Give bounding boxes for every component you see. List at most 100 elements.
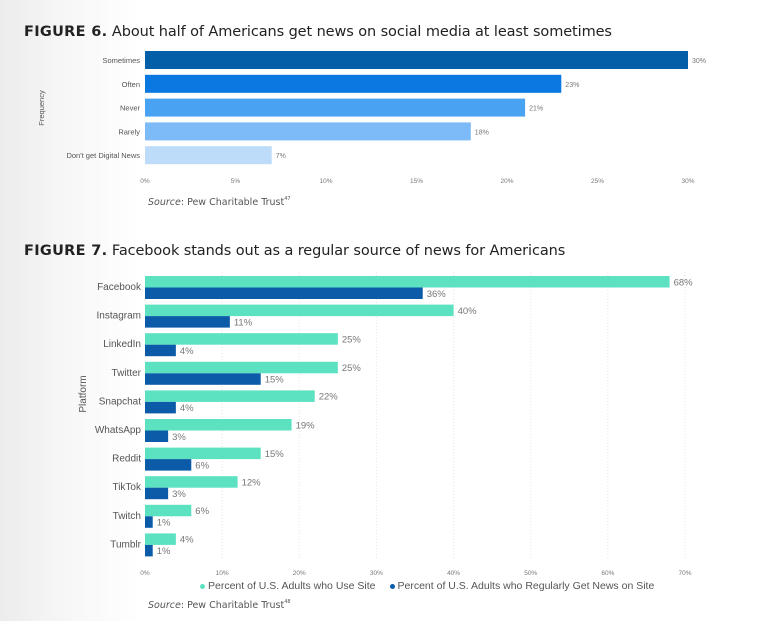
category-label: Tumblr xyxy=(110,539,141,550)
figure-7-title-text: Facebook stands out as a regular source … xyxy=(111,243,566,259)
x-tick-label: 20% xyxy=(293,570,306,577)
category-label: LinkedIn xyxy=(103,339,141,350)
x-tick-label: 0% xyxy=(140,178,150,185)
bar-use-9 xyxy=(145,533,176,545)
value-label: 15% xyxy=(265,375,285,386)
bar-use-6 xyxy=(145,447,261,460)
value-label: 23% xyxy=(565,82,579,89)
legend-label: Percent of U.S. Adults who Regularly Get… xyxy=(397,580,655,592)
value-label: 19% xyxy=(296,420,316,431)
x-tick-label: 10% xyxy=(216,570,229,577)
x-tick-label: 50% xyxy=(524,570,537,577)
value-label: 6% xyxy=(195,460,209,471)
y-axis-title: Frequency xyxy=(37,90,46,126)
category-label: Sometimes xyxy=(102,56,140,65)
figure-6-chart: Sometimes 30% Often 23% Never 21% Rarely 18% Don… xyxy=(37,51,706,185)
bar-3 xyxy=(145,122,471,141)
source-text: : Pew Charitable Trust xyxy=(180,197,285,208)
figure-6-title: FIGURE 6. About half of Americans get ne… xyxy=(24,24,612,40)
figure-6-source: Source: Pew Charitable Trust47 xyxy=(148,196,291,208)
bar-use-2 xyxy=(145,333,338,345)
bar-news-5 xyxy=(145,430,169,442)
bar-news-2 xyxy=(145,344,176,357)
figure-6-number: FIGURE 6. xyxy=(24,24,108,40)
value-label: 3% xyxy=(172,489,186,500)
bar-news-1 xyxy=(145,316,230,328)
bar-news-4 xyxy=(145,401,176,414)
x-tick-label: 30% xyxy=(681,178,694,185)
category-label: WhatsApp xyxy=(95,425,142,436)
x-tick-label: 25% xyxy=(591,178,604,185)
value-label: 4% xyxy=(180,403,194,414)
x-tick-label: 70% xyxy=(678,570,691,577)
value-label: 36% xyxy=(427,289,447,300)
legend-label: Percent of U.S. Adults who Use Site xyxy=(208,580,376,592)
bar-4 xyxy=(145,146,272,165)
value-label: 21% xyxy=(529,106,543,113)
category-label: Snapchat xyxy=(99,396,141,407)
value-label: 6% xyxy=(195,506,209,517)
bar-news-3 xyxy=(145,373,261,385)
bar-use-1 xyxy=(145,304,454,317)
value-label: 11% xyxy=(234,317,253,328)
x-tick-label: 30% xyxy=(370,570,383,577)
bar-1 xyxy=(145,74,562,93)
source-footnote: 48 xyxy=(284,599,291,605)
bar-use-8 xyxy=(145,504,192,517)
x-tick-label: 15% xyxy=(410,178,423,185)
value-label: 22% xyxy=(319,392,339,403)
value-label: 25% xyxy=(342,363,362,374)
x-tick-label: 0% xyxy=(140,570,150,577)
value-label: 25% xyxy=(342,334,362,345)
y-axis-title: Platform xyxy=(78,375,89,412)
bar-news-9 xyxy=(145,544,153,557)
figure-7-source: Source: Pew Charitable Trust48 xyxy=(148,599,291,611)
bar-use-5 xyxy=(145,419,292,431)
x-tick-label: 20% xyxy=(500,178,513,185)
x-tick-label: 10% xyxy=(319,178,332,185)
legend-dot-icon xyxy=(200,583,205,589)
figure-6-title-text: About half of Americans get news on soci… xyxy=(111,24,612,40)
source-label: Source xyxy=(148,197,181,208)
source-text: : Pew Charitable Trust xyxy=(180,600,285,611)
figure-7-legend: Percent of U.S. Adults who Use Site Perc… xyxy=(200,580,654,592)
value-label: 1% xyxy=(157,518,171,529)
bar-use-0 xyxy=(145,276,670,288)
value-label: 68% xyxy=(674,277,694,288)
value-label: 15% xyxy=(265,449,285,460)
figure-7-number: FIGURE 7. xyxy=(24,243,108,259)
bar-use-3 xyxy=(145,361,338,374)
category-label: Facebook xyxy=(97,282,142,293)
value-label: 7% xyxy=(276,153,286,160)
figure-7-title: FIGURE 7. Facebook stands out as a regul… xyxy=(24,243,565,259)
category-label: Twitch xyxy=(113,511,141,522)
category-label: Twitter xyxy=(112,368,142,379)
bar-0 xyxy=(145,51,688,69)
figure-7-chart: 68% 36% Facebook 40% 11% Instagram 25% 4% Linked… xyxy=(78,272,694,577)
legend-item-use-site: Percent of U.S. Adults who Use Site xyxy=(200,580,376,592)
bar-news-6 xyxy=(145,459,192,471)
x-tick-label: 5% xyxy=(231,178,241,185)
value-label: 1% xyxy=(157,546,171,557)
bar-use-4 xyxy=(145,390,315,402)
category-label: Instagram xyxy=(97,311,141,322)
value-label: 18% xyxy=(475,129,489,136)
source-footnote: 47 xyxy=(284,196,291,202)
source-label: Source xyxy=(148,600,181,611)
bar-use-7 xyxy=(145,476,238,488)
value-label: 4% xyxy=(180,535,194,546)
x-tick-label: 40% xyxy=(447,570,460,577)
bar-news-0 xyxy=(145,287,423,299)
value-label: 12% xyxy=(242,477,262,488)
category-label: Don't get Digital News xyxy=(66,151,140,160)
category-label: Often xyxy=(122,80,140,89)
legend-item-news-site: Percent of U.S. Adults who Regularly Get… xyxy=(389,580,655,592)
bar-news-7 xyxy=(145,487,169,500)
legend-dot-icon xyxy=(389,583,395,589)
category-label: Rarely xyxy=(118,127,140,136)
bar-2 xyxy=(145,98,526,117)
category-label: Reddit xyxy=(112,454,141,465)
value-label: 30% xyxy=(692,58,706,65)
x-tick-label: 60% xyxy=(601,570,614,577)
category-label: Never xyxy=(120,104,141,113)
